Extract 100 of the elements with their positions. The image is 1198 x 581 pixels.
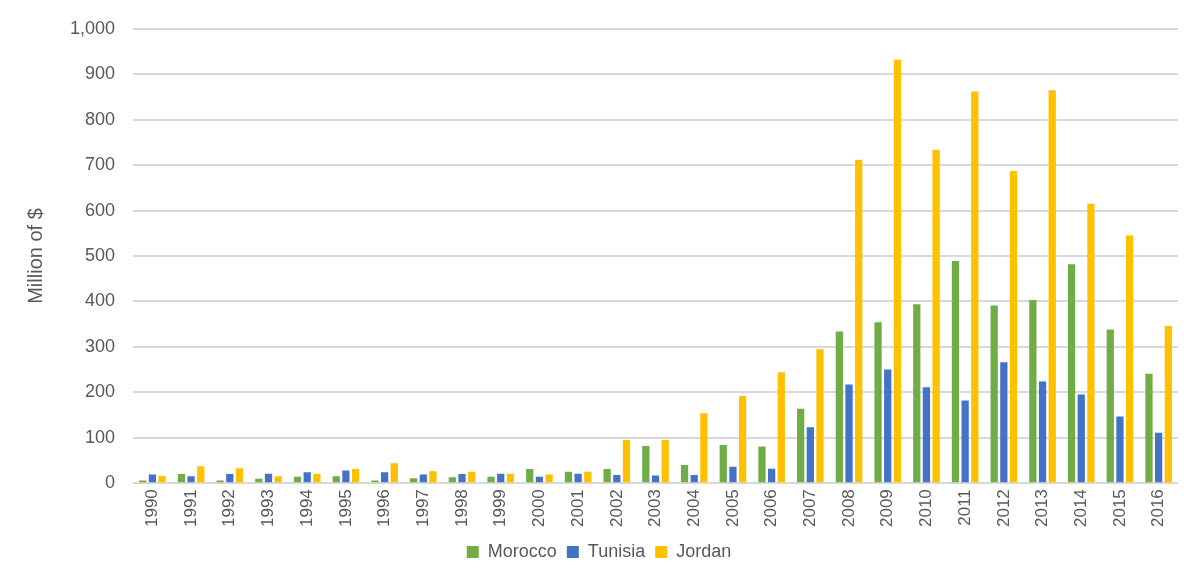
bar [855, 159, 863, 483]
bar [197, 466, 205, 483]
bar [448, 477, 456, 483]
bar [719, 445, 727, 483]
y-tick-label: 300 [85, 335, 116, 356]
bar [1155, 432, 1163, 483]
y-tick-label: 0 [105, 472, 116, 493]
x-tick-label: 2015 [1109, 489, 1129, 528]
bar [893, 59, 902, 483]
bar [293, 476, 302, 483]
bar [661, 440, 669, 483]
y-tick-label: 800 [85, 108, 116, 129]
bar [932, 149, 940, 483]
bar [380, 472, 389, 483]
x-tick-label: 2007 [800, 489, 820, 528]
bar [429, 471, 437, 483]
bar [535, 476, 544, 483]
bar [816, 349, 824, 483]
bar [526, 469, 534, 483]
bar [506, 473, 515, 483]
y-tick-label: 700 [85, 154, 116, 175]
bar [651, 475, 660, 483]
bar [487, 476, 495, 483]
x-tick-label: 2001 [567, 489, 587, 528]
bar [303, 472, 311, 483]
legend-label: Tunisia [587, 540, 647, 561]
x-tick-label: 2006 [761, 489, 781, 528]
y-tick-label: 100 [85, 426, 116, 447]
bar [497, 473, 505, 483]
bar [806, 427, 814, 483]
bar [797, 408, 805, 483]
y-tick-label: 900 [85, 63, 116, 84]
y-tick-label: 1,000 [70, 17, 116, 38]
y-axis-title: Million of $ [23, 208, 46, 304]
bar [1009, 171, 1018, 483]
y-tick-label: 200 [85, 381, 116, 402]
bar [226, 474, 234, 483]
bar [1048, 90, 1056, 483]
bar [332, 476, 340, 483]
bar [1077, 394, 1085, 483]
x-tick-label: 1991 [180, 489, 200, 528]
bar [1116, 416, 1124, 483]
x-tick-label: 2008 [838, 489, 858, 528]
bar [690, 475, 698, 483]
bar [642, 445, 650, 483]
bar [313, 473, 321, 483]
bar [584, 471, 592, 483]
y-tick-label: 500 [85, 244, 116, 265]
bar [1087, 203, 1095, 483]
y-tick-label: 600 [85, 199, 116, 220]
bar [990, 305, 998, 483]
x-tick-label: 2004 [683, 489, 703, 528]
x-tick-label: 2011 [954, 489, 974, 526]
x-tick-label: 1993 [258, 489, 278, 528]
bar [574, 473, 582, 483]
bar [351, 469, 360, 483]
bar [738, 395, 747, 483]
x-tick-label: 2002 [606, 489, 626, 528]
bar [1164, 325, 1172, 483]
bar [1029, 300, 1037, 483]
bar [835, 331, 843, 483]
bar [971, 91, 979, 483]
bar [622, 440, 631, 483]
x-tick-label: 2009 [877, 489, 897, 528]
x-tick-label: 2014 [1070, 489, 1090, 528]
bar [951, 260, 960, 483]
bar [1000, 362, 1008, 483]
bar [777, 372, 785, 483]
bar [874, 322, 882, 483]
x-tick-label: 1999 [490, 489, 510, 528]
bar [922, 387, 931, 483]
bar [961, 400, 969, 483]
legend-label: Morocco [487, 540, 557, 561]
x-tick-label: 1992 [219, 489, 239, 528]
x-tick-label: 2016 [1148, 489, 1168, 528]
bar [458, 474, 466, 483]
bar [235, 468, 244, 483]
x-tick-label: 2005 [722, 489, 742, 528]
bar [468, 471, 476, 483]
bar [264, 473, 273, 483]
bar [1125, 235, 1134, 483]
bar [613, 475, 621, 483]
bar [1145, 373, 1153, 483]
bar [545, 474, 553, 483]
bar [410, 478, 418, 483]
x-tick-label: 1995 [335, 489, 355, 528]
x-tick-label: 2012 [993, 489, 1013, 528]
bar [680, 465, 689, 483]
bar [342, 470, 350, 483]
bar [390, 463, 398, 483]
x-tick-label: 1997 [413, 489, 432, 528]
x-tick-label: 2000 [529, 489, 549, 528]
bar [845, 384, 853, 483]
bar [177, 474, 186, 483]
bar [913, 304, 921, 483]
bar [274, 476, 282, 483]
bar [729, 466, 737, 483]
legend-label: Jordan [676, 540, 732, 561]
bar [700, 413, 708, 483]
bar [603, 469, 611, 483]
